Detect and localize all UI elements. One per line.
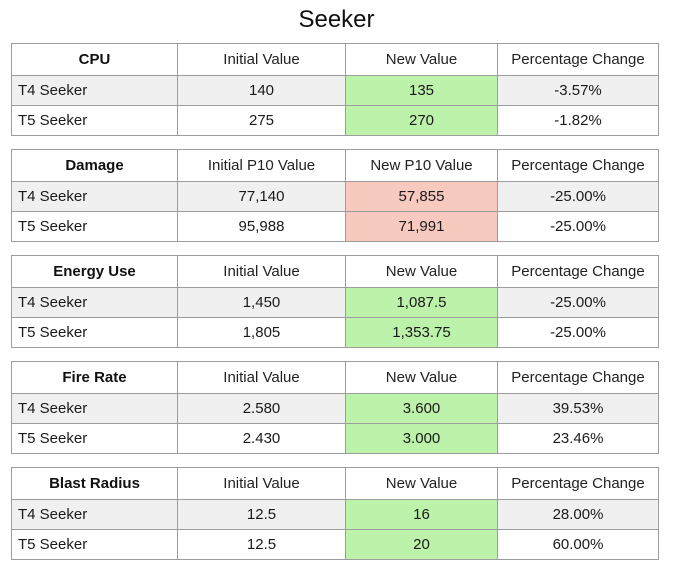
initial-value-cell: 2.430: [177, 423, 346, 454]
page-title: Seeker: [298, 6, 375, 33]
row-label-cell: T4 Seeker: [11, 287, 178, 318]
initial-value-header: Initial P10 Value: [177, 149, 346, 182]
percentage-change-cell: 60.00%: [497, 529, 659, 560]
percentage-change-cell: -1.82%: [497, 105, 659, 136]
metric-name-header: Energy Use: [11, 255, 178, 288]
header-row: Damage Initial P10 Value New P10 Value Perc…: [11, 149, 659, 182]
new-value-header: New P10 Value: [345, 149, 498, 182]
percentage-change-cell: -25.00%: [497, 181, 659, 212]
initial-value-cell: 1,805: [177, 317, 346, 348]
initial-value-header: Initial Value: [177, 361, 346, 394]
new-value-cell: 3.000: [345, 423, 498, 454]
new-value-cell: 1,087.5: [345, 287, 498, 318]
metric-name-header: CPU: [11, 43, 178, 76]
percentage-change-cell: -25.00%: [497, 287, 659, 318]
metric-name-header: Fire Rate: [11, 361, 178, 394]
row-label-cell: T5 Seeker: [11, 317, 178, 348]
percentage-change-header: Percentage Change: [497, 467, 659, 500]
header-row: Fire Rate Initial Value New Value Percentag…: [11, 361, 659, 394]
table-row: T5 Seeker 12.5 20 60.00%: [11, 529, 659, 560]
initial-value-cell: 95,988: [177, 211, 346, 242]
metric-name-header: Damage: [11, 149, 178, 182]
initial-value-cell: 77,140: [177, 181, 346, 212]
stat-table-damage: Damage Initial P10 Value New P10 Value Perc…: [11, 149, 659, 242]
table-row: T4 Seeker 2.580 3.600 39.53%: [11, 393, 659, 424]
row-label-cell: T5 Seeker: [11, 211, 178, 242]
percentage-change-cell: -25.00%: [497, 211, 659, 242]
initial-value-cell: 275: [177, 105, 346, 136]
row-label-cell: T5 Seeker: [11, 423, 178, 454]
new-value-cell: 20: [345, 529, 498, 560]
initial-value-cell: 12.5: [177, 499, 346, 530]
new-value-cell: 1,353.75: [345, 317, 498, 348]
percentage-change-cell: -25.00%: [497, 317, 659, 348]
initial-value-cell: 140: [177, 75, 346, 106]
table-row: T4 Seeker 12.5 16 28.00%: [11, 499, 659, 530]
metric-name-header: Blast Radius: [11, 467, 178, 500]
percentage-change-cell: -3.57%: [497, 75, 659, 106]
initial-value-header: Initial Value: [177, 43, 346, 76]
table-row: T5 Seeker 95,988 71,991 -25.00%: [11, 211, 659, 242]
stat-table-fire-rate: Fire Rate Initial Value New Value Percentag…: [11, 361, 659, 454]
new-value-cell: 57,855: [345, 181, 498, 212]
row-label-cell: T4 Seeker: [11, 393, 178, 424]
stat-table-cpu: CPU Initial Value New Value Percentage Chan…: [11, 43, 659, 136]
row-label-cell: T4 Seeker: [11, 75, 178, 106]
percentage-change-header: Percentage Change: [497, 43, 659, 76]
percentage-change-cell: 39.53%: [497, 393, 659, 424]
initial-value-header: Initial Value: [177, 255, 346, 288]
initial-value-cell: 2.580: [177, 393, 346, 424]
initial-value-cell: 1,450: [177, 287, 346, 318]
row-label-cell: T4 Seeker: [11, 181, 178, 212]
header-row: Energy Use Initial Value New Value Percenta…: [11, 255, 659, 288]
initial-value-cell: 12.5: [177, 529, 346, 560]
header-row: CPU Initial Value New Value Percentage Chan…: [11, 43, 659, 76]
table-row: T5 Seeker 1,805 1,353.75 -25.00%: [11, 317, 659, 348]
new-value-header: New Value: [345, 467, 498, 500]
new-value-cell: 270: [345, 105, 498, 136]
percentage-change-cell: 23.46%: [497, 423, 659, 454]
row-label-cell: T5 Seeker: [11, 529, 178, 560]
initial-value-header: Initial Value: [177, 467, 346, 500]
table-row: T5 Seeker 2.430 3.000 23.46%: [11, 423, 659, 454]
new-value-cell: 16: [345, 499, 498, 530]
stat-table-blast-radius: Blast Radius Initial Value New Value Percen…: [11, 467, 659, 560]
new-value-cell: 3.600: [345, 393, 498, 424]
percentage-change-header: Percentage Change: [497, 255, 659, 288]
new-value-header: New Value: [345, 361, 498, 394]
new-value-header: New Value: [345, 43, 498, 76]
stat-table-energy-use: Energy Use Initial Value New Value Percenta…: [11, 255, 659, 348]
new-value-cell: 71,991: [345, 211, 498, 242]
percentage-change-header: Percentage Change: [497, 149, 659, 182]
new-value-header: New Value: [345, 255, 498, 288]
percentage-change-header: Percentage Change: [497, 361, 659, 394]
tables-container: CPU Initial Value New Value Percentage Chan…: [0, 43, 673, 560]
table-row: T4 Seeker 140 135 -3.57%: [11, 75, 659, 106]
percentage-change-cell: 28.00%: [497, 499, 659, 530]
table-row: T4 Seeker 1,450 1,087.5 -25.00%: [11, 287, 659, 318]
row-label-cell: T5 Seeker: [11, 105, 178, 136]
header-row: Blast Radius Initial Value New Value Percen…: [11, 467, 659, 500]
table-row: T4 Seeker 77,140 57,855 -25.00%: [11, 181, 659, 212]
row-label-cell: T4 Seeker: [11, 499, 178, 530]
new-value-cell: 135: [345, 75, 498, 106]
table-row: T5 Seeker 275 270 -1.82%: [11, 105, 659, 136]
